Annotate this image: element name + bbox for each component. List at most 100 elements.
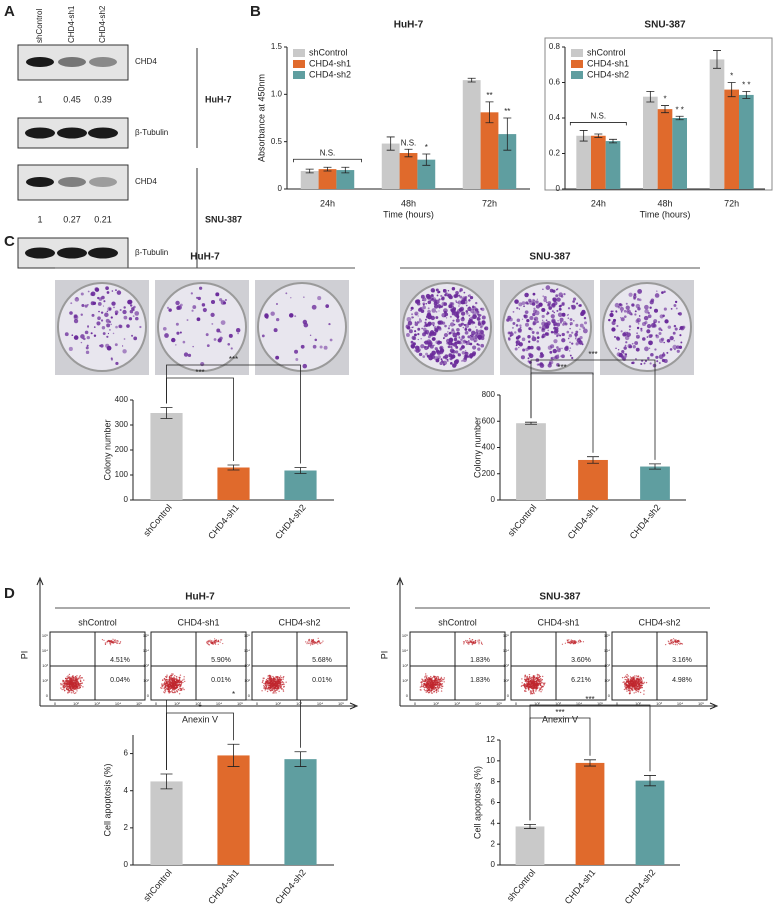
- colony: [96, 321, 101, 326]
- event: [165, 685, 167, 687]
- event: [283, 683, 285, 686]
- event: [634, 682, 637, 685]
- colony: [425, 323, 429, 327]
- event: [530, 682, 532, 685]
- event: [114, 641, 117, 644]
- event: [524, 674, 527, 676]
- colony: [407, 321, 413, 326]
- event: [638, 687, 641, 690]
- lane-label: shControl: [35, 9, 44, 43]
- colony: [439, 361, 443, 365]
- event: [535, 676, 537, 679]
- event: [526, 675, 529, 678]
- event: [272, 682, 275, 685]
- colony: [206, 344, 210, 348]
- colony: [447, 331, 449, 333]
- event: [635, 680, 637, 682]
- colony: [629, 312, 633, 316]
- bar: [709, 59, 725, 189]
- error-bar: [294, 751, 307, 767]
- colony: [113, 306, 115, 309]
- colony: [480, 314, 482, 316]
- colony: [518, 342, 523, 347]
- colony: [558, 304, 562, 308]
- event: [466, 641, 468, 644]
- event: [637, 688, 639, 690]
- colony: [428, 355, 433, 361]
- colony: [303, 322, 309, 328]
- event: [164, 690, 167, 692]
- event: [112, 641, 114, 643]
- event: [641, 682, 643, 684]
- y-tick-label: 200: [482, 469, 496, 478]
- colony: [547, 363, 552, 368]
- event: [634, 688, 636, 691]
- y-tick-label: 10²: [143, 678, 149, 683]
- bar: [578, 459, 608, 500]
- colony: [533, 307, 536, 310]
- colony: [455, 350, 459, 354]
- event: [214, 639, 216, 642]
- colony: [424, 321, 427, 324]
- colony: [528, 353, 534, 359]
- event: [81, 682, 84, 684]
- event: [433, 690, 435, 693]
- colony: [459, 295, 463, 299]
- event: [64, 684, 66, 686]
- event: [435, 677, 438, 679]
- colony: [129, 309, 134, 314]
- event: [76, 688, 78, 690]
- colony: [551, 318, 556, 324]
- event: [469, 640, 471, 642]
- colony: [192, 305, 197, 309]
- colony: [527, 357, 530, 360]
- event: [76, 686, 79, 688]
- colony: [618, 352, 623, 358]
- colony: [294, 349, 299, 354]
- event: [443, 677, 446, 679]
- event: [462, 641, 465, 643]
- event: [481, 643, 483, 645]
- colony: [423, 345, 427, 349]
- event: [103, 639, 105, 641]
- blot-quant: 1: [37, 214, 42, 224]
- event: [579, 639, 581, 642]
- significance: *: [232, 690, 235, 699]
- event: [637, 685, 639, 688]
- event: [426, 690, 428, 693]
- colony: [123, 315, 128, 320]
- event: [625, 688, 628, 690]
- colony: [219, 336, 223, 340]
- colony: [417, 333, 420, 336]
- event: [634, 685, 636, 688]
- axis-label: PI: [379, 651, 389, 660]
- colony: [658, 332, 662, 336]
- colony: [425, 315, 430, 319]
- colony: [667, 325, 672, 329]
- event: [183, 678, 185, 680]
- colony: [672, 344, 678, 350]
- event: [275, 679, 278, 681]
- event: [176, 680, 178, 682]
- colony: [205, 333, 209, 337]
- event: [169, 679, 171, 681]
- event: [532, 675, 535, 677]
- colony: [467, 335, 471, 339]
- colony: [131, 334, 134, 337]
- colony: [567, 313, 569, 316]
- colony: [432, 324, 435, 327]
- event: [82, 686, 84, 688]
- colony: [658, 327, 662, 331]
- colony: [412, 326, 414, 328]
- colony: [557, 354, 559, 356]
- colony: [472, 321, 475, 324]
- x-tick-label: CHD4-sh1: [206, 867, 241, 905]
- event: [530, 681, 533, 683]
- colony: [464, 330, 469, 335]
- colony: [426, 295, 432, 300]
- colony: [552, 297, 555, 300]
- colony: [551, 290, 554, 293]
- event: [171, 679, 173, 681]
- colony: [216, 328, 221, 333]
- y-tick-label: 4: [491, 818, 496, 827]
